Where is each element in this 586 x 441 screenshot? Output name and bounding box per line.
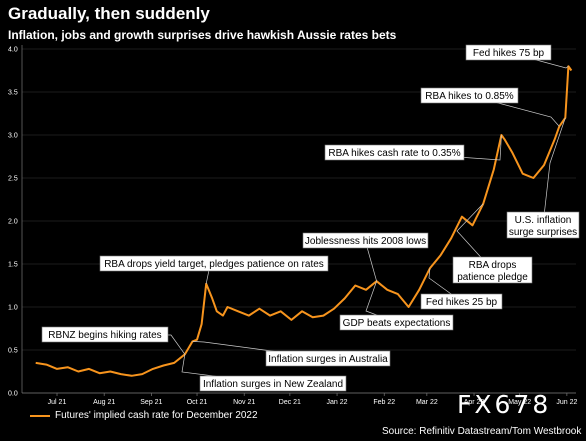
legend-swatch bbox=[30, 414, 50, 417]
annotation-label: RBA drops patience pledge bbox=[457, 260, 528, 283]
annotation-leader bbox=[542, 117, 566, 226]
x-tick-label: Dec 21 bbox=[279, 399, 301, 406]
annotation-box bbox=[420, 293, 503, 310]
x-tick-label: Jan 22 bbox=[327, 399, 348, 406]
annotation-box bbox=[324, 144, 465, 161]
annotation-label: Joblessness hits 2008 lows bbox=[305, 236, 426, 247]
annotation-box bbox=[465, 44, 552, 61]
x-tick-label: Apr 22 bbox=[464, 399, 485, 406]
annotation-leader bbox=[428, 268, 462, 302]
x-tick-label: Feb 22 bbox=[373, 399, 395, 406]
x-tick-label: Jul 21 bbox=[48, 399, 67, 406]
y-tick-label: 2.5 bbox=[8, 176, 18, 183]
chart-legend: Futures' implied cash rate for December … bbox=[30, 410, 258, 421]
x-tick-label: Aug 21 bbox=[93, 399, 115, 406]
y-tick-label: 2.0 bbox=[8, 219, 18, 226]
y-tick-label: 3.0 bbox=[8, 133, 18, 140]
annotation-box bbox=[41, 326, 169, 343]
annotation-box bbox=[199, 375, 347, 392]
annotation-label: Inflation surges in New Zealand bbox=[203, 379, 343, 390]
y-tick-label: 0.5 bbox=[8, 348, 18, 355]
annotation-label: Fed hikes 25 bp bbox=[426, 297, 498, 308]
watermark-logo: FX678 bbox=[457, 390, 552, 419]
annotation-box bbox=[99, 255, 329, 272]
annotation-box bbox=[339, 314, 454, 331]
y-tick-label: 3.5 bbox=[8, 90, 18, 97]
annotation-label: GDP beats expectations bbox=[343, 318, 451, 329]
annotation-label: Fed hikes 75 bp bbox=[473, 48, 545, 59]
y-tick-label: 4.0 bbox=[8, 47, 18, 54]
annotation-box bbox=[506, 211, 580, 239]
y-tick-label: 1.5 bbox=[8, 262, 18, 269]
legend-label: Futures' implied cash rate for December … bbox=[55, 410, 258, 421]
chart-subtitle: Inflation, jobs and growth surprises dri… bbox=[8, 28, 397, 42]
x-tick-label: Sep 21 bbox=[140, 399, 162, 406]
x-tick-label: Mar 22 bbox=[416, 399, 438, 406]
annotation-label: Inflation surges in Australia bbox=[268, 354, 388, 365]
annotation-label: RBA drops yield target, pledges patience… bbox=[104, 259, 324, 270]
annotation-label: RBA hikes cash rate to 0.35% bbox=[328, 148, 460, 159]
annotation-box bbox=[302, 232, 429, 249]
chart-title: Gradually, then suddenly bbox=[8, 4, 210, 23]
x-tick-label: May 22 bbox=[508, 399, 531, 406]
annotation-box bbox=[452, 256, 533, 284]
annotation-label: RBA hikes to 0.85% bbox=[425, 91, 513, 102]
annotation-box bbox=[420, 87, 519, 104]
x-tick-label: Oct 21 bbox=[187, 399, 208, 406]
series-line bbox=[35, 65, 573, 377]
source-note: Source: Refinitiv Datastream/Tom Westbro… bbox=[382, 426, 582, 437]
x-tick-label: Jun 22 bbox=[556, 399, 577, 406]
annotation-label: RBNZ begins hiking rates bbox=[48, 330, 161, 341]
y-tick-label: 1.0 bbox=[8, 305, 18, 312]
y-tick-label: 0.0 bbox=[8, 391, 18, 398]
annotation-label: U.S. inflation surge surprises bbox=[509, 215, 577, 238]
x-tick-label: Nov 21 bbox=[233, 399, 255, 406]
annotation-box bbox=[265, 350, 391, 367]
